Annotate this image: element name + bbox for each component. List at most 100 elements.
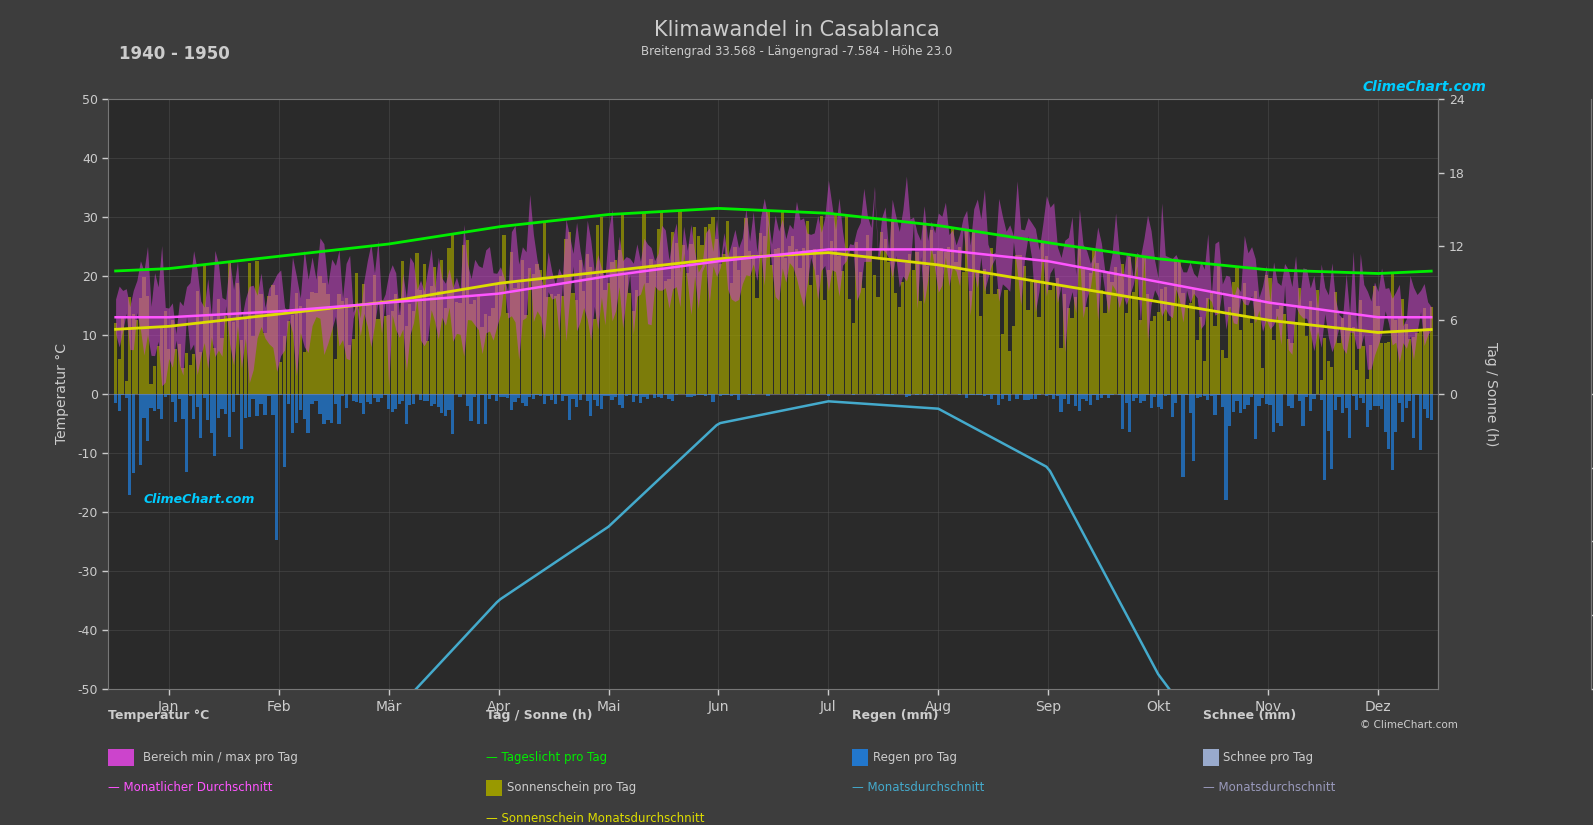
Bar xyxy=(1217,394,1220,395)
Bar xyxy=(502,394,505,398)
Bar xyxy=(712,217,715,394)
Bar xyxy=(806,221,809,394)
Bar xyxy=(1228,394,1231,426)
Bar xyxy=(492,394,495,395)
Bar xyxy=(887,394,890,395)
Bar xyxy=(381,299,382,394)
Bar xyxy=(1330,367,1333,394)
Bar xyxy=(193,394,196,418)
Bar xyxy=(398,394,401,403)
Bar xyxy=(228,394,231,436)
Bar xyxy=(613,260,616,394)
Bar xyxy=(178,394,182,399)
Bar xyxy=(749,251,752,394)
Bar xyxy=(1188,304,1192,394)
Bar xyxy=(730,394,733,396)
Bar xyxy=(444,394,448,416)
Bar xyxy=(405,326,408,394)
Bar xyxy=(601,217,604,394)
Bar xyxy=(933,254,937,394)
Bar xyxy=(701,245,704,394)
Bar xyxy=(473,394,476,397)
Bar xyxy=(908,394,911,396)
Bar xyxy=(1203,394,1206,396)
Bar xyxy=(341,300,344,394)
Bar xyxy=(1037,394,1040,395)
Bar xyxy=(451,394,454,434)
Bar xyxy=(1319,380,1322,394)
Bar xyxy=(1056,279,1059,394)
Bar xyxy=(758,233,761,394)
Bar xyxy=(1015,394,1018,398)
Bar xyxy=(1257,394,1260,407)
Bar xyxy=(199,394,202,438)
Bar xyxy=(314,293,317,394)
Bar xyxy=(1000,394,1004,398)
Bar xyxy=(139,394,142,464)
Bar xyxy=(1362,394,1365,403)
Bar xyxy=(260,394,263,404)
Bar xyxy=(1365,380,1368,394)
Bar xyxy=(1348,314,1351,394)
Bar xyxy=(994,394,997,395)
Bar xyxy=(276,295,279,394)
Bar xyxy=(578,394,581,400)
Bar xyxy=(182,394,185,419)
Bar xyxy=(295,293,298,394)
Bar xyxy=(1246,394,1249,405)
Bar xyxy=(1282,314,1286,394)
Text: ClimeChart.com: ClimeChart.com xyxy=(143,493,255,506)
Bar xyxy=(718,264,722,394)
Bar xyxy=(352,394,355,401)
Bar xyxy=(322,284,325,394)
Bar xyxy=(607,394,610,395)
Bar xyxy=(1107,394,1110,398)
Bar xyxy=(390,394,393,412)
Bar xyxy=(969,291,972,394)
Bar xyxy=(390,311,393,394)
Bar xyxy=(362,284,365,394)
Bar xyxy=(795,394,798,395)
Bar xyxy=(513,288,516,394)
Bar xyxy=(1045,256,1048,394)
Bar xyxy=(965,394,969,398)
Bar xyxy=(712,394,715,402)
Bar xyxy=(957,247,961,394)
Bar xyxy=(830,242,833,394)
Bar xyxy=(433,266,436,394)
Bar xyxy=(239,394,244,449)
Text: Bereich min / max pro Tag: Bereich min / max pro Tag xyxy=(143,751,298,764)
Bar xyxy=(456,302,459,394)
Bar xyxy=(373,275,376,394)
Bar xyxy=(940,394,943,395)
Bar xyxy=(524,315,527,394)
Bar xyxy=(554,394,558,404)
Bar xyxy=(596,224,599,394)
Bar xyxy=(1082,270,1085,394)
Bar xyxy=(202,265,205,394)
Bar xyxy=(185,394,188,472)
Bar xyxy=(202,394,205,398)
Bar xyxy=(1365,394,1368,427)
Bar xyxy=(1359,300,1362,394)
Bar xyxy=(156,346,159,394)
Bar xyxy=(1088,273,1091,394)
Bar xyxy=(1067,308,1070,394)
Bar xyxy=(416,252,419,394)
Bar xyxy=(613,394,616,398)
Bar xyxy=(890,220,894,394)
Bar xyxy=(298,394,303,410)
Bar xyxy=(405,394,408,424)
Text: Breitengrad 33.568 - Längengrad -7.584 - Höhe 23.0: Breitengrad 33.568 - Längengrad -7.584 -… xyxy=(640,45,953,59)
Bar xyxy=(1305,394,1308,398)
Bar xyxy=(704,228,707,394)
Bar xyxy=(1344,394,1348,408)
Bar xyxy=(260,295,263,394)
Bar xyxy=(1059,394,1063,412)
Bar xyxy=(303,394,306,419)
Bar xyxy=(1388,342,1391,394)
Bar xyxy=(263,332,266,394)
Bar xyxy=(1419,332,1423,394)
Bar xyxy=(827,394,830,396)
Bar xyxy=(210,394,213,433)
